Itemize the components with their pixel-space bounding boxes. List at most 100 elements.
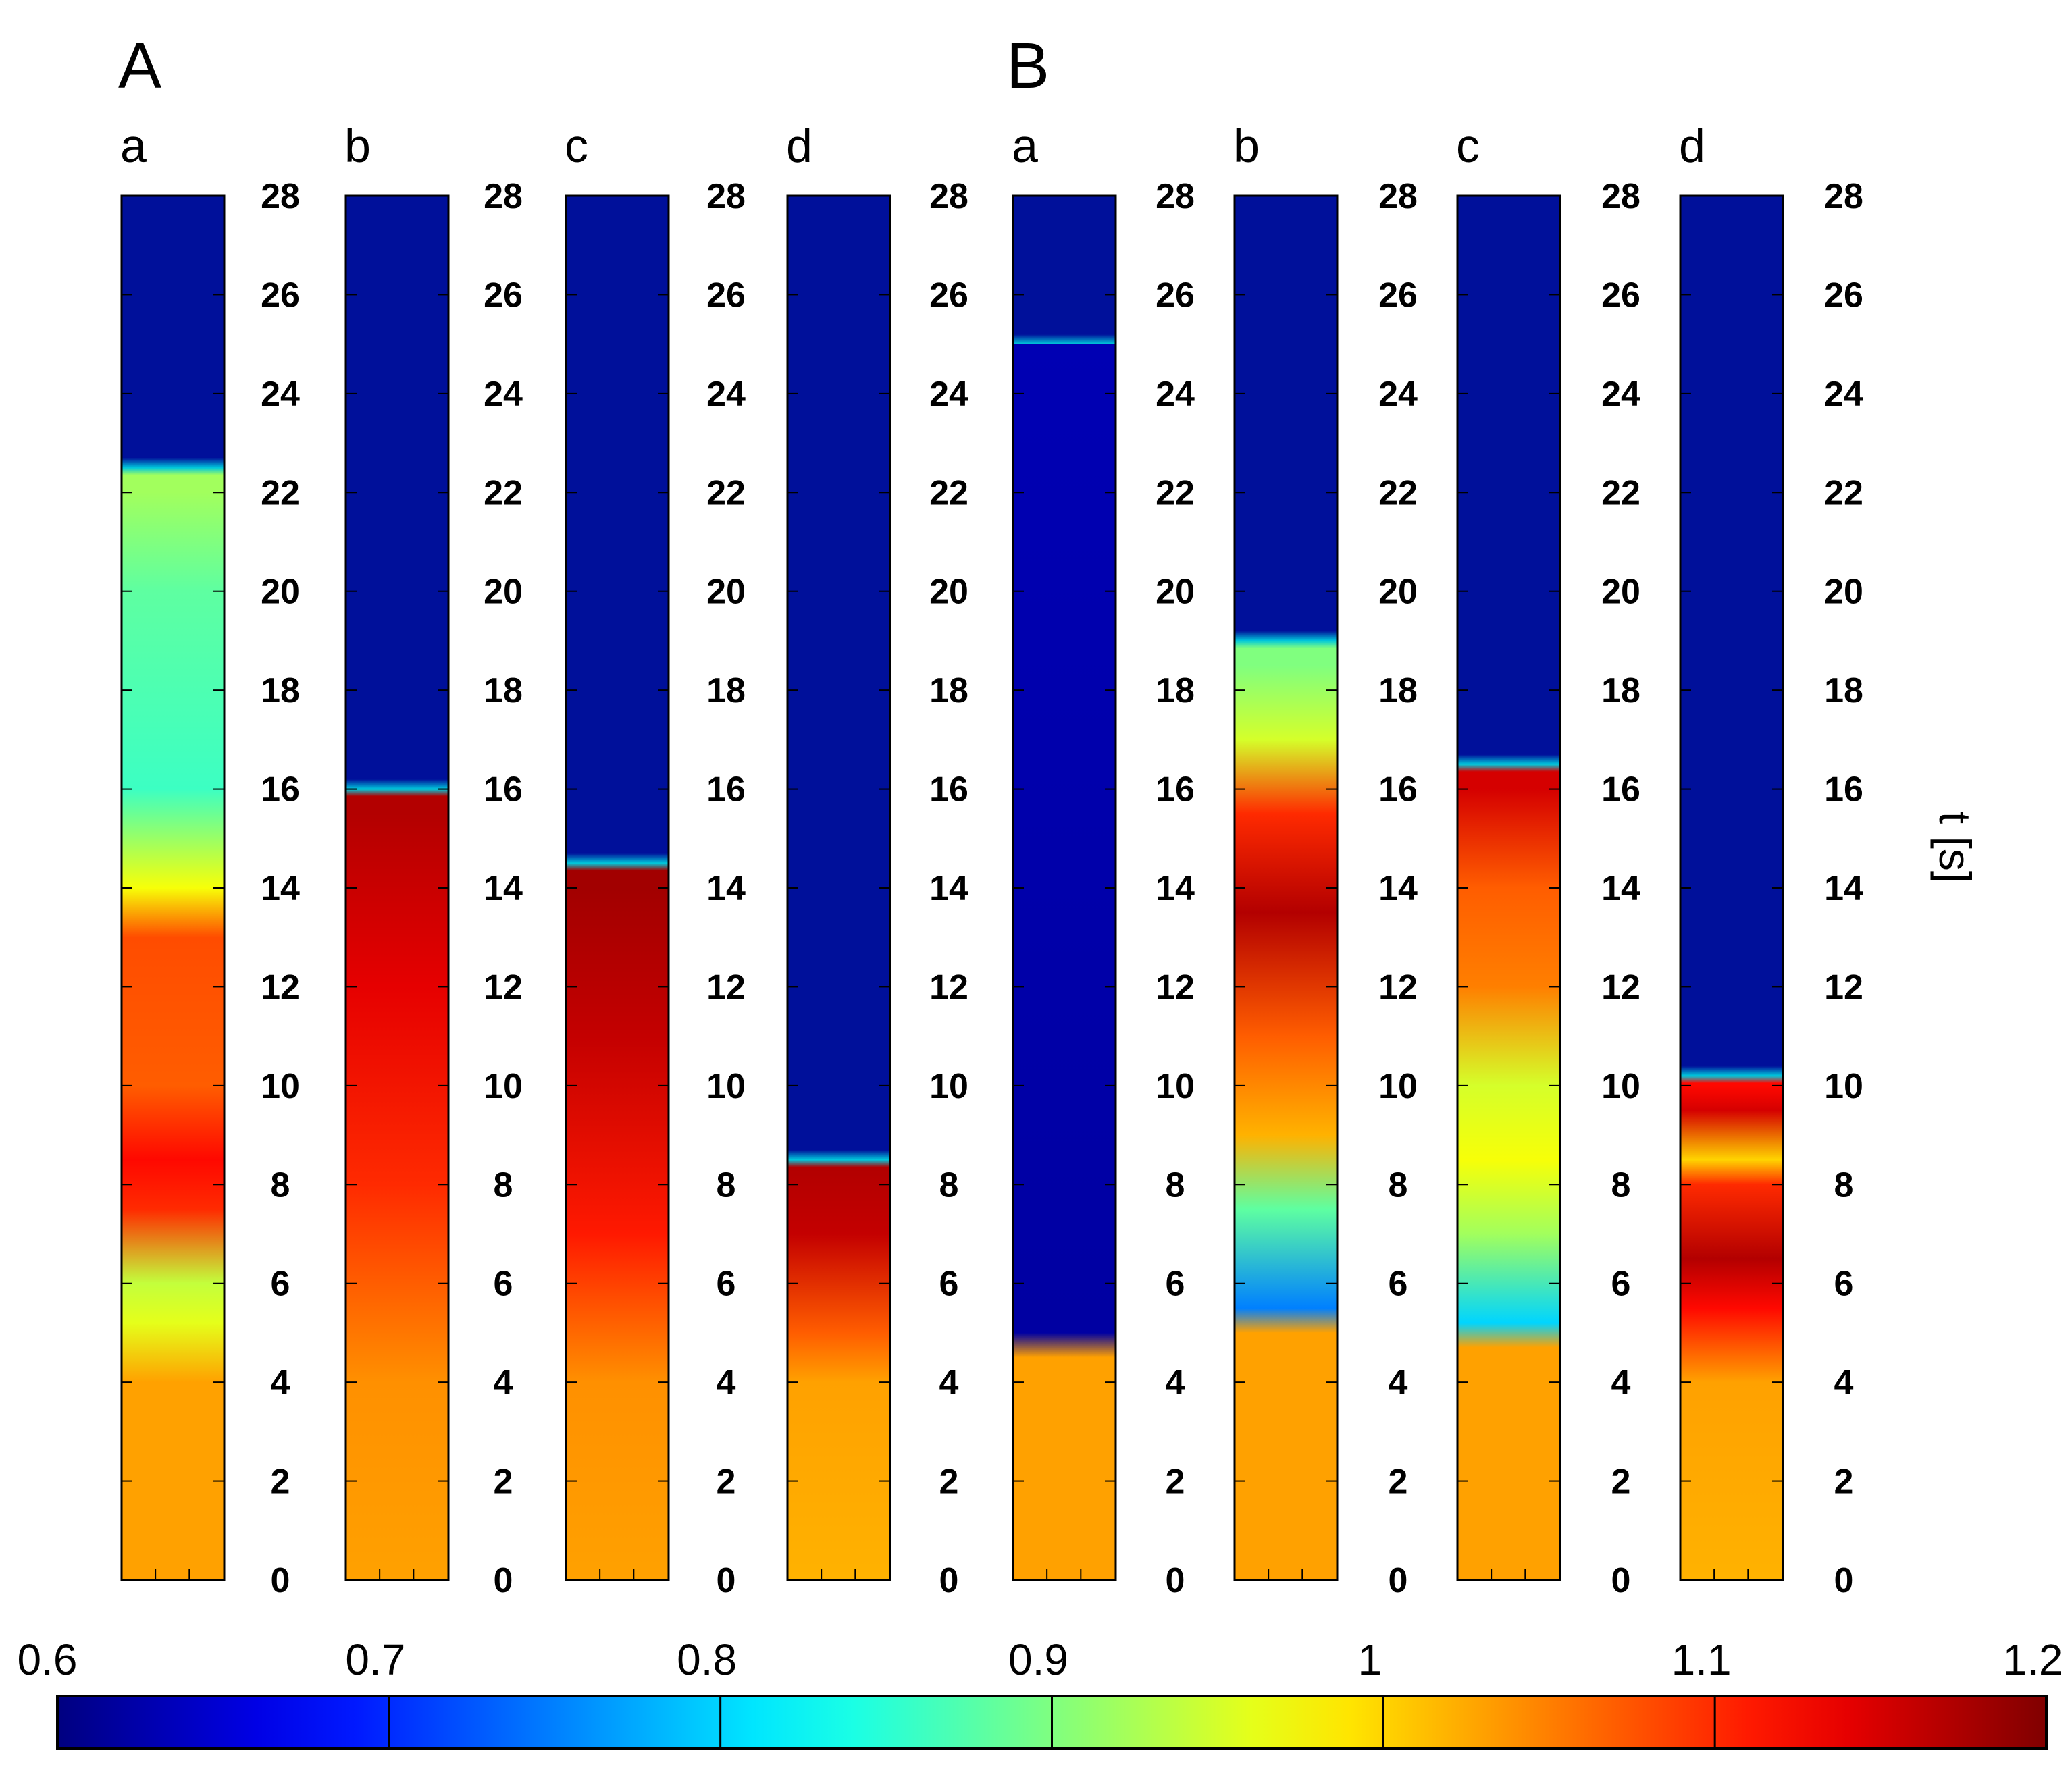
y-tick-label: 6 (939, 1265, 959, 1304)
y-tick-label: 10 (1378, 1067, 1418, 1106)
panel-label-B-a: a (1012, 120, 1038, 172)
heatmap-panel-A-d (786, 194, 891, 1581)
y-tick-label: 4 (494, 1363, 513, 1402)
colorbar-tick-label: 0.9 (1008, 1635, 1068, 1684)
heatmap-panel-A-b (344, 194, 450, 1581)
y-tick-label: 2 (271, 1462, 290, 1502)
y-tick-label: 6 (1166, 1265, 1185, 1304)
y-tick-label: 12 (1378, 968, 1418, 1007)
y-tick-label: 2 (1166, 1462, 1185, 1502)
y-tick-label: 24 (484, 375, 523, 414)
y-tick-label: 26 (261, 275, 300, 315)
y-tick-label: 18 (1824, 671, 1863, 710)
y-tick-label: 10 (484, 1067, 523, 1106)
y-tick-label: 14 (1378, 869, 1418, 908)
y-tick-label: 28 (484, 177, 523, 216)
y-tick-label: 8 (1389, 1165, 1408, 1205)
y-tick-label: 26 (1824, 275, 1863, 315)
y-tick-label: 18 (1378, 671, 1418, 710)
panels-layer: Aa0246810121416182022242628b024681012141… (118, 30, 1863, 1600)
y-tick-label: 22 (1156, 473, 1195, 512)
y-tick-label: 16 (1378, 770, 1418, 810)
panel-label-B-c: c (1456, 120, 1480, 172)
y-tick-label: 4 (1834, 1363, 1854, 1402)
heatmap-panel-B-b (1233, 194, 1339, 1581)
colorbar-tick-label: 1 (1358, 1635, 1382, 1684)
y-tick-label: 14 (706, 869, 746, 908)
y-tick-label: 22 (1378, 473, 1418, 512)
panel-label-A-a: a (120, 120, 147, 172)
y-tick-label: 14 (929, 869, 968, 908)
y-tick-label: 28 (706, 177, 746, 216)
y-tick-label: 22 (261, 473, 300, 512)
y-tick-label: 2 (1611, 1462, 1631, 1502)
y-tick-label: 22 (1601, 473, 1640, 512)
panel-label-A-c: c (565, 120, 588, 172)
y-tick-label: 4 (939, 1363, 959, 1402)
y-tick-label: 4 (271, 1363, 290, 1402)
y-tick-label: 16 (1601, 770, 1640, 810)
y-tick-label: 4 (1166, 1363, 1185, 1402)
y-tick-label: 8 (1834, 1165, 1854, 1205)
y-tick-label: 26 (706, 275, 746, 315)
y-tick-label: 6 (271, 1265, 290, 1304)
y-tick-label: 8 (1166, 1165, 1185, 1205)
panel-label-B-b: b (1233, 120, 1260, 172)
y-tick-label: 24 (706, 375, 746, 414)
y-tick-label: 26 (1378, 275, 1418, 315)
y-tick-label: 0 (717, 1561, 736, 1600)
y-tick-label: 8 (1611, 1165, 1631, 1205)
y-tick-label: 20 (484, 573, 523, 612)
y-tick-label: 2 (1389, 1462, 1408, 1502)
y-tick-label: 8 (717, 1165, 736, 1205)
y-tick-label: 16 (706, 770, 746, 810)
colorbar-tick-label: 1.2 (2003, 1635, 2063, 1684)
y-tick-label: 6 (1834, 1265, 1854, 1304)
y-tick-label: 16 (484, 770, 523, 810)
y-tick-label: 16 (1156, 770, 1195, 810)
y-tick-label: 10 (929, 1067, 968, 1106)
y-tick-label: 12 (1601, 968, 1640, 1007)
y-tick-label: 0 (494, 1561, 513, 1600)
colorbar-tick-label: 1.1 (1672, 1635, 1732, 1684)
y-tick-label: 0 (271, 1561, 290, 1600)
y-tick-label: 4 (717, 1363, 736, 1402)
y-tick-label: 2 (717, 1462, 736, 1502)
y-axis-title: t [s] (1930, 812, 1980, 883)
y-tick-label: 24 (1601, 375, 1640, 414)
y-tick-label: 20 (1156, 573, 1195, 612)
group-label-B: B (1006, 30, 1050, 102)
y-tick-label: 20 (261, 573, 300, 612)
y-tick-label: 14 (1824, 869, 1863, 908)
y-tick-label: 28 (1156, 177, 1195, 216)
y-tick-label: 8 (939, 1165, 959, 1205)
y-tick-label: 12 (261, 968, 300, 1007)
y-tick-label: 24 (929, 375, 968, 414)
colorbar: 0.6 0.7 0.8 0.9 1 1.1 1.2 (18, 1635, 2063, 1750)
heatmap-panel-A-c (565, 194, 670, 1581)
y-tick-label: 0 (1611, 1561, 1631, 1600)
y-tick-label: 10 (261, 1067, 300, 1106)
y-tick-label: 22 (1824, 473, 1863, 512)
y-tick-label: 28 (1378, 177, 1418, 216)
y-tick-label: 18 (706, 671, 746, 710)
y-tick-label: 20 (1601, 573, 1640, 612)
y-tick-label: 14 (1156, 869, 1195, 908)
heatmap-panel-A-a (120, 194, 226, 1581)
y-tick-label: 10 (706, 1067, 746, 1106)
y-tick-label: 24 (1824, 375, 1863, 414)
y-tick-label: 10 (1824, 1067, 1863, 1106)
y-tick-label: 28 (261, 177, 300, 216)
y-tick-label: 24 (261, 375, 300, 414)
y-tick-label: 22 (706, 473, 746, 512)
y-tick-label: 8 (494, 1165, 513, 1205)
group-label-A: A (118, 30, 161, 102)
y-tick-label: 14 (261, 869, 300, 908)
y-tick-label: 12 (484, 968, 523, 1007)
y-tick-label: 16 (1824, 770, 1863, 810)
y-tick-label: 2 (494, 1462, 513, 1502)
y-tick-label: 20 (1824, 573, 1863, 612)
heatmap-panel-B-c (1456, 194, 1561, 1581)
y-tick-label: 12 (929, 968, 968, 1007)
